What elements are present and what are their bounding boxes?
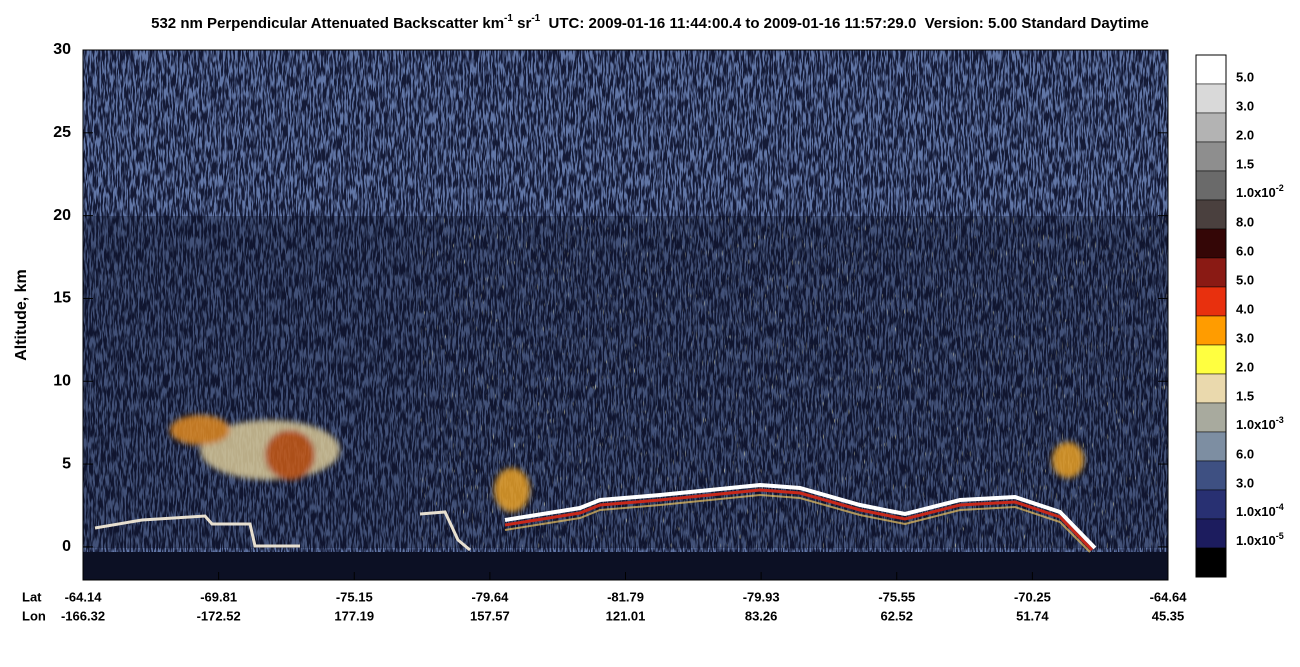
title-sup: -1 bbox=[504, 13, 513, 24]
x-tick-label: -75.15 bbox=[336, 589, 373, 604]
colorbar-label: 3.0 bbox=[1236, 98, 1254, 113]
colorbar-label: 5.0 bbox=[1236, 272, 1254, 287]
y-tick-label: 20 bbox=[53, 207, 71, 224]
x-tick-label: -64.64 bbox=[1150, 589, 1188, 604]
colorbar-label: 8.0 bbox=[1236, 214, 1254, 229]
colorbar-swatch bbox=[1195, 373, 1227, 404]
y-axis-label: Altitude, km bbox=[13, 269, 30, 361]
colorbar-swatch bbox=[1195, 257, 1227, 288]
title-part: sr bbox=[513, 15, 532, 32]
colorbar-swatch bbox=[1195, 431, 1227, 462]
colorbar-swatch bbox=[1195, 112, 1227, 143]
colorbar-label: 2.0 bbox=[1236, 127, 1254, 142]
x-tick-label: 45.35 bbox=[1152, 608, 1185, 623]
colorbar-swatch bbox=[1195, 315, 1227, 346]
colorbar-label: 1.0x10-3 bbox=[1236, 415, 1284, 432]
colorbar-swatch bbox=[1195, 228, 1227, 259]
x-row-name: Lat bbox=[22, 589, 42, 604]
colorbar-label: 1.0x10-5 bbox=[1236, 531, 1284, 548]
x-row-name: Lon bbox=[22, 608, 46, 623]
colorbar-label: 3.0 bbox=[1236, 330, 1254, 345]
colorbar-swatch bbox=[1195, 518, 1227, 549]
x-tick-label: -79.93 bbox=[743, 589, 780, 604]
colorbar-swatch bbox=[1195, 489, 1227, 520]
y-tick-label: 15 bbox=[53, 290, 71, 307]
colorbar-swatch bbox=[1195, 460, 1227, 491]
colorbar-swatch bbox=[1195, 547, 1227, 578]
colorbar-frame bbox=[1195, 54, 1227, 578]
x-tick-label: 177.19 bbox=[334, 608, 374, 623]
colorbar-label: 1.0x10-2 bbox=[1236, 183, 1284, 200]
x-tick-label: -75.55 bbox=[878, 589, 915, 604]
colorbar-label: 4.0 bbox=[1236, 301, 1254, 316]
x-tick-label: -64.14 bbox=[65, 589, 103, 604]
x-tick-label: 121.01 bbox=[606, 608, 646, 623]
x-tick-label: -70.25 bbox=[1014, 589, 1051, 604]
colorbar-label: 2.0 bbox=[1236, 359, 1254, 374]
curtain-image bbox=[83, 50, 1168, 580]
title-sup: -1 bbox=[531, 13, 540, 24]
colorbar-label: 1.0x10-4 bbox=[1236, 502, 1284, 519]
x-tick-label: 62.52 bbox=[880, 608, 913, 623]
y-tick-label: 25 bbox=[53, 124, 71, 141]
y-tick-label: 30 bbox=[53, 41, 71, 58]
colorbar-swatch bbox=[1195, 344, 1227, 375]
colorbar-swatch bbox=[1195, 54, 1227, 85]
colorbar-swatch bbox=[1195, 170, 1227, 201]
colorbar-swatch bbox=[1195, 141, 1227, 172]
x-tick-label: -81.79 bbox=[607, 589, 644, 604]
x-tick-label: 83.26 bbox=[745, 608, 778, 623]
colorbar-label: 3.0 bbox=[1236, 475, 1254, 490]
colorbar-label: 1.5 bbox=[1236, 156, 1254, 171]
x-tick-label: -69.81 bbox=[200, 589, 237, 604]
x-tick-label: -79.64 bbox=[471, 589, 509, 604]
x-tick-label: 51.74 bbox=[1016, 608, 1049, 623]
colorbar-swatch bbox=[1195, 286, 1227, 317]
chart-title: 532 nm Perpendicular Attenuated Backscat… bbox=[151, 13, 1149, 32]
colorbar-label: 1.5 bbox=[1236, 388, 1254, 403]
colorbar-label: 6.0 bbox=[1236, 243, 1254, 258]
title-part: UTC: 2009-01-16 11:44:00.4 to 2009-01-16… bbox=[540, 15, 1149, 32]
colorbar-swatch bbox=[1195, 402, 1227, 433]
colorbar-label: 6.0 bbox=[1236, 446, 1254, 461]
colorbar-label: 5.0 bbox=[1236, 69, 1254, 84]
x-tick-label: 157.57 bbox=[470, 608, 510, 623]
title-part: 532 nm Perpendicular Attenuated Backscat… bbox=[151, 15, 504, 32]
colorbar-swatch bbox=[1195, 83, 1227, 114]
y-tick-label: 5 bbox=[62, 455, 71, 472]
colorbar-swatch bbox=[1195, 199, 1227, 230]
y-tick-label: 0 bbox=[62, 538, 71, 555]
x-tick-label: -172.52 bbox=[197, 608, 241, 623]
y-tick-label: 10 bbox=[53, 372, 71, 389]
x-tick-label: -166.32 bbox=[61, 608, 105, 623]
